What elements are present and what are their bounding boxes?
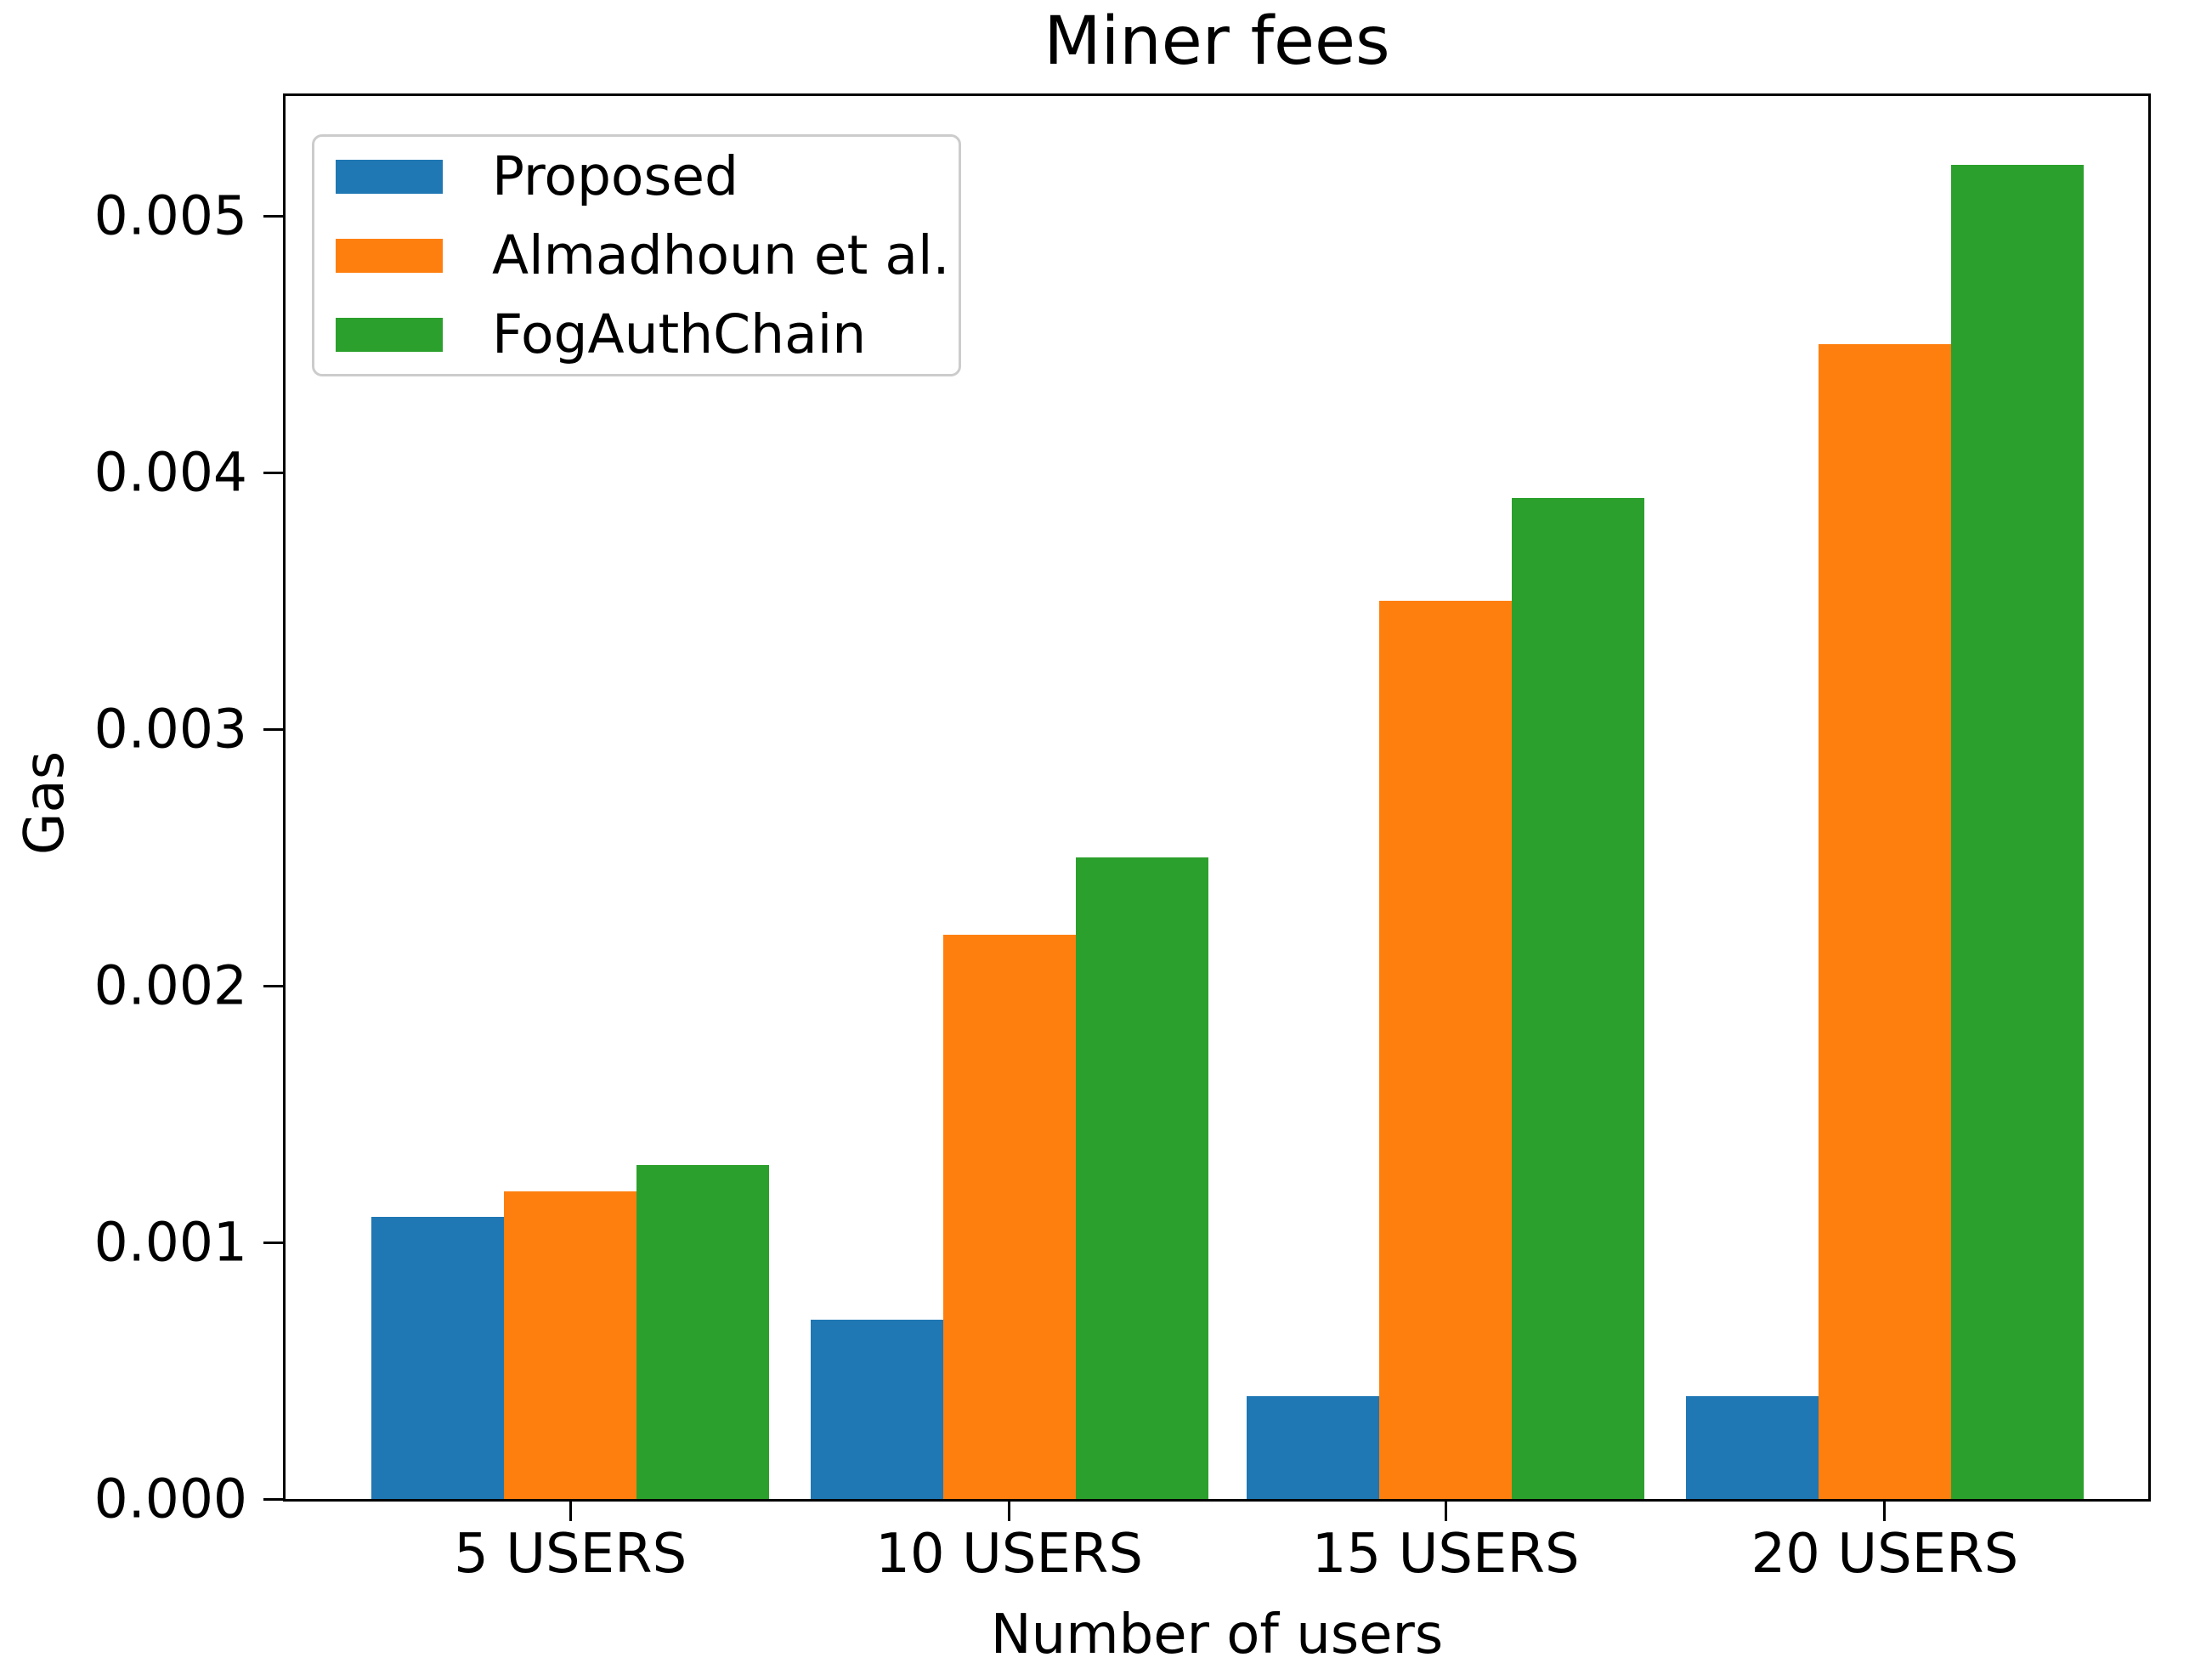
y-tick-label-0-000: 0.000 [93,1468,247,1530]
bar-fogauthchain-20-users [1950,164,2084,1499]
legend-swatch-almadhoun-et-al [336,238,443,273]
bar-almadhoun-et-al-5-users [504,1191,637,1499]
x-axis-label: Number of users [990,1604,1444,1666]
y-axis-label: Gas [14,750,76,856]
y-tick-0-002 [263,984,283,987]
legend-item-fogauthchain: FogAuthChain [336,308,959,361]
x-tick-15-users [1444,1502,1447,1521]
y-tick-0-000 [263,1497,283,1501]
x-tick-label-10-users: 10 USERS [875,1523,1143,1586]
legend-swatch-fogauthchain [336,317,443,352]
legend-item-almadhoun-et-al: Almadhoun et al. [336,229,959,282]
x-tick-label-15-users: 15 USERS [1311,1523,1580,1586]
y-tick-0-001 [263,1241,283,1244]
bar-almadhoun-et-al-10-users [942,934,1076,1499]
y-tick-0-005 [263,214,283,218]
bar-fogauthchain-5-users [636,1165,770,1499]
legend-label-almadhoun-et-al: Almadhoun et al. [492,224,950,286]
x-tick-10-users [1008,1502,1011,1521]
y-tick-label-0-002: 0.002 [93,954,247,1017]
plot-inner: 0.000 0.001 0.002 0.003 0.004 0.005 5 USERS 10 … [94,96,2148,1581]
y-tick-0-004 [263,471,283,474]
x-tick-label-20-users: 20 USERS [1751,1523,2019,1586]
plot-area: 0.000 0.001 0.002 0.003 0.004 0.005 5 USERS 10 … [94,93,2151,1581]
bar-proposed-10-users [810,1319,943,1499]
bar-proposed-20-users [1685,1396,1819,1499]
legend: Proposed Almadhoun et al. FogAuthChain [312,134,961,376]
legend-label-fogauthchain: FogAuthChain [492,303,867,365]
bar-fogauthchain-10-users [1075,857,1208,1499]
bar-almadhoun-et-al-15-users [1379,601,1513,1499]
y-tick-label-0-005: 0.005 [93,184,247,247]
x-tick-label-5-users: 5 USERS [454,1523,687,1586]
y-tick-label-0-004: 0.004 [93,441,247,504]
bar-fogauthchain-15-users [1512,498,1645,1499]
x-tick-20-users [1883,1502,1887,1521]
y-tick-label-0-001: 0.001 [93,1211,247,1274]
legend-item-proposed: Proposed [336,150,959,203]
legend-label-proposed: Proposed [492,145,739,207]
bar-almadhoun-et-al-20-users [1818,344,1951,1499]
chart-title: Miner fees [1044,3,1390,80]
y-tick-label-0-003: 0.003 [93,698,247,761]
bar-proposed-15-users [1247,1396,1380,1499]
x-tick-5-users [569,1502,572,1521]
legend-swatch-proposed [336,159,443,194]
bar-proposed-5-users [371,1216,505,1499]
y-tick-0-003 [263,727,283,731]
